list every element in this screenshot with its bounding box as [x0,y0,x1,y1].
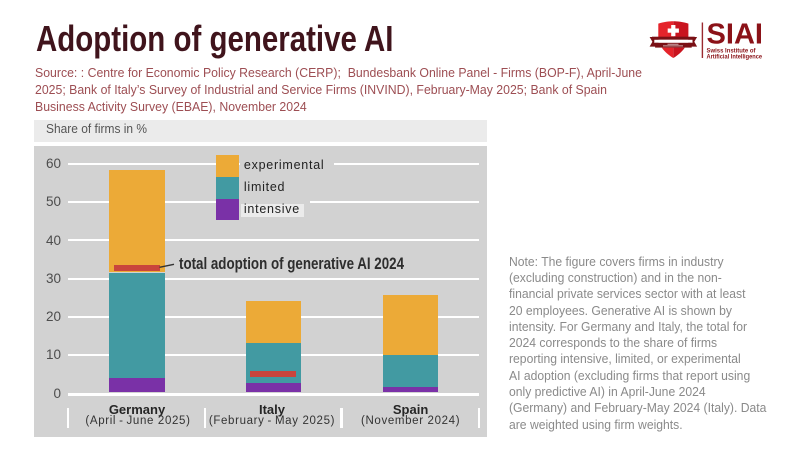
svg-text:Swiss Institute of: Swiss Institute of [707,47,757,54]
svg-text:Artificial Intelligence: Artificial Intelligence [707,54,763,61]
svg-text:SIAI: SIAI [707,19,764,51]
